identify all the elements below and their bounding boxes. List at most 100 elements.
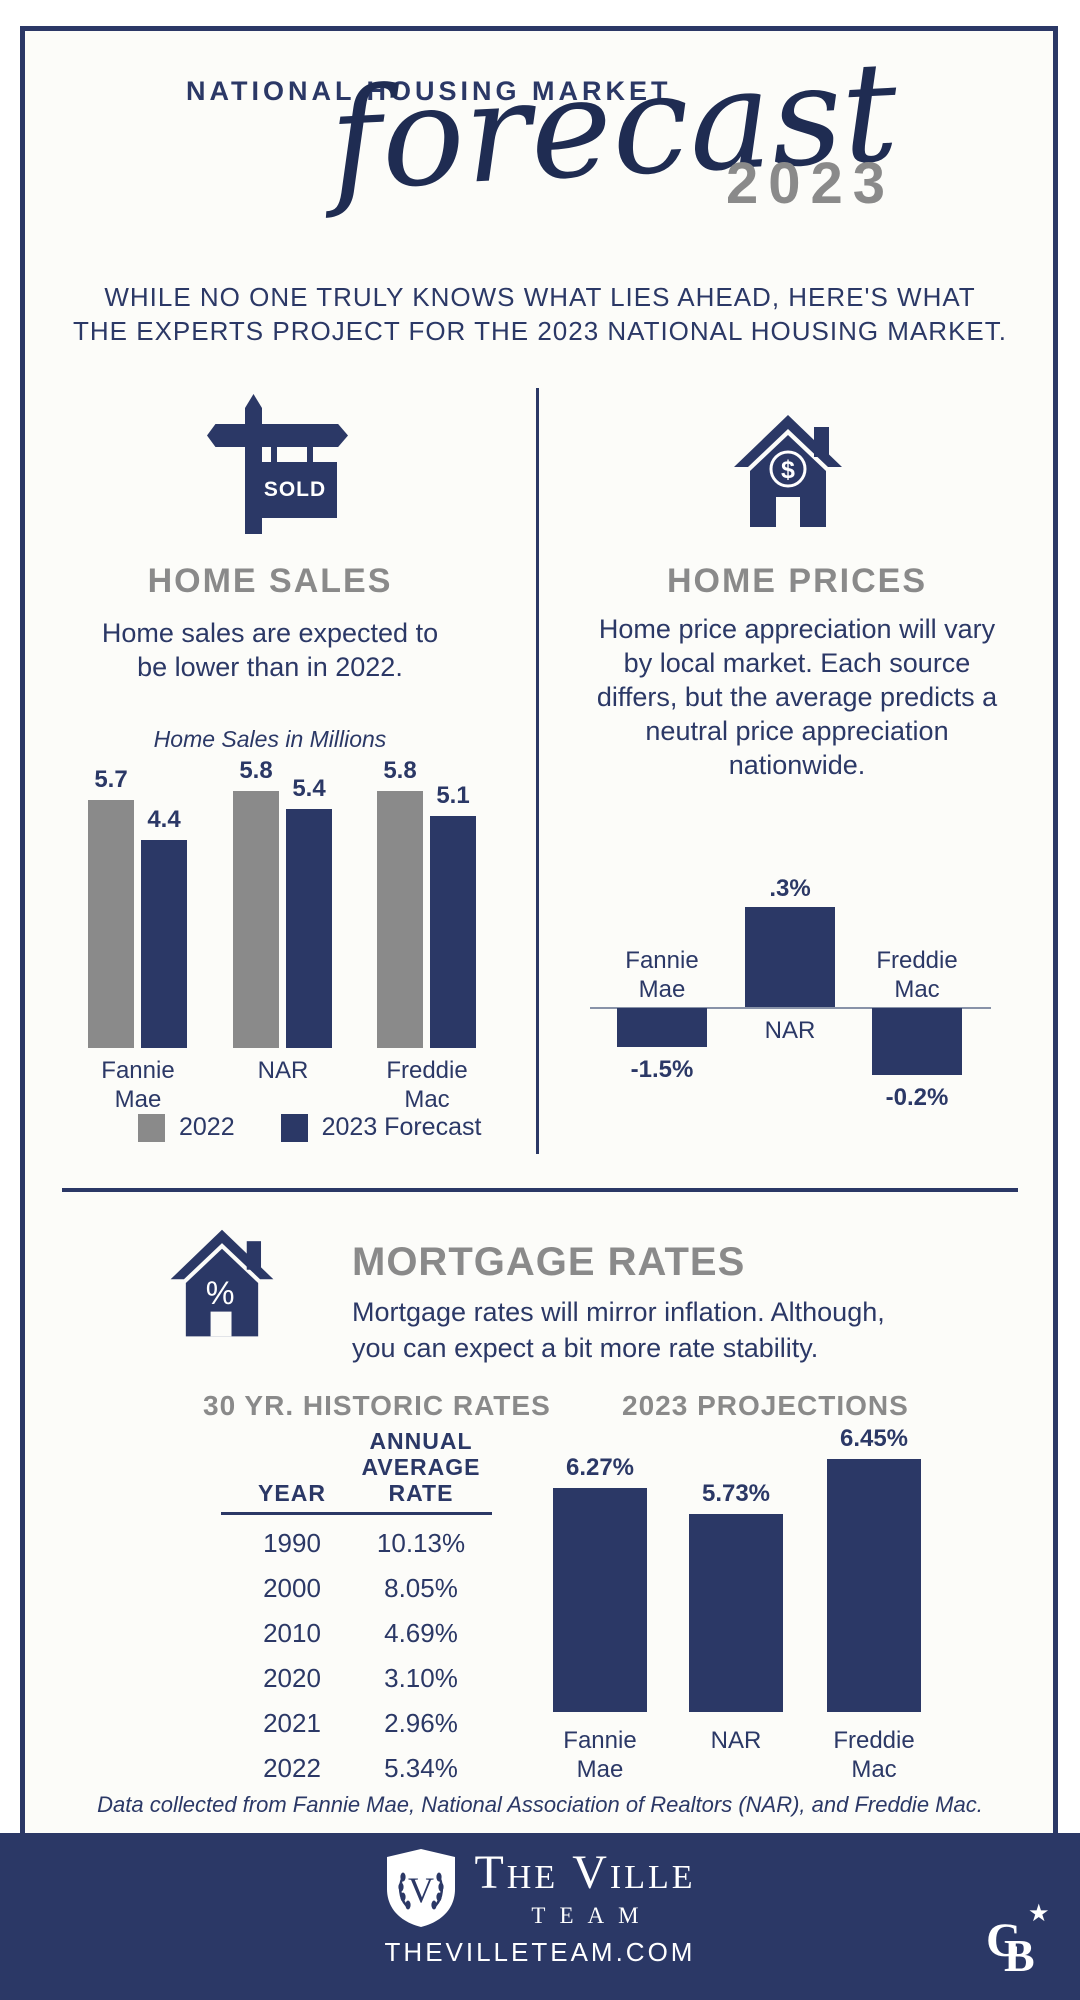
category-label: Fannie Mae [563, 1727, 637, 1783]
table-cell-rate: 3.10% [384, 1663, 458, 1693]
sales-legend: 2022 2023 Forecast [138, 1113, 481, 1142]
ville-team-logo: V The Ville TEAM [0, 1847, 1080, 1929]
subtitle-line-2: THE EXPERTS PROJECT FOR THE 2023 NATIONA… [73, 316, 1007, 346]
table-cell-year: 2021 [263, 1708, 321, 1738]
table-row: 2000 8.05% [160, 1565, 520, 1610]
bar-value-label: 5.8 [383, 757, 417, 784]
subtitle-line-1: WHILE NO ONE TRULY KNOWS WHAT LIES AHEAD… [104, 282, 976, 312]
brand-text: The Ville TEAM [474, 1847, 695, 1929]
bar-2023-forecast-freddie-mac [430, 816, 476, 1048]
forecast-year: 2023 [726, 151, 896, 216]
legend-label-2023-forecast: 2023 Forecast [321, 1113, 482, 1141]
bar-value-label: 4.4 [147, 806, 181, 833]
bar-freddie-mac [872, 1008, 962, 1075]
cb-letter-c: C [986, 1914, 1021, 1967]
shield-shape [387, 1849, 456, 1927]
bar-2023-forecast-fannie-mae [141, 840, 187, 1048]
category-label: Freddie Mac [833, 1727, 915, 1783]
laurel-leaves [398, 1872, 445, 1910]
bar-value-label: 5.7 [94, 766, 128, 793]
bar-nar [745, 907, 835, 1007]
bar-2022-nar [233, 791, 279, 1048]
bar-value-label: 6.27% [565, 1454, 635, 1481]
section-divider [62, 1188, 1018, 1192]
table-row: 2021 2.96% [160, 1700, 520, 1745]
sold-sign-hanger [307, 447, 313, 463]
category-label: NAR [257, 1057, 309, 1084]
house-door [210, 1311, 232, 1337]
bar-value-label: 5.1 [436, 782, 470, 809]
laurel-shield-icon: V [387, 1849, 456, 1927]
bar-value-label: 6.45% [839, 1425, 909, 1452]
prices-axis-line [590, 1007, 991, 1009]
brand-team: TEAM [531, 1903, 653, 1928]
table-cell-rate: 4.69% [384, 1618, 458, 1648]
dollar-symbol: $ [781, 456, 795, 484]
table-row: 1990 10.13% [160, 1520, 520, 1565]
projections-heading: 2023 PROJECTIONS [622, 1390, 909, 1421]
header-kicker: NATIONAL HOUSING MARKET [186, 76, 672, 106]
footer-band: V The Ville TEAM THEVILLETEAM.COM C B ★ [0, 1833, 1080, 2000]
sold-sign-hanger [271, 447, 277, 463]
category-label: Freddie Mac [386, 1057, 468, 1113]
cb-star-icon: ★ [1028, 1900, 1050, 1927]
house-dollar-icon: $ [734, 415, 842, 527]
coldwell-banker-logo: C B ★ [986, 1900, 1056, 1981]
home-prices-description: Home price appreciation will vary by loc… [596, 614, 998, 780]
home-prices-bar-chart: -1.5% Fannie Mae .3% NAR -0.2% Freddie Mac [540, 870, 1080, 1130]
table-cell-year: 2022 [263, 1753, 321, 1783]
table-cell-year: 2010 [263, 1618, 321, 1648]
mortgage-rates-title: MORTGAGE RATES [352, 1240, 746, 1284]
house-percent-icon: % [170, 1229, 274, 1337]
table-cell-year: 2000 [263, 1573, 321, 1603]
table-header-year: YEAR [258, 1480, 326, 1506]
category-label: Freddie Mac [876, 947, 958, 1003]
bar-2022-fannie-mae [88, 800, 134, 1048]
bar-fannie-mae [553, 1488, 647, 1712]
historic-rates-heading: 30 YR. HISTORIC RATES [203, 1390, 551, 1421]
category-label: Fannie Mae [625, 947, 699, 1003]
bar-2022-freddie-mac [377, 791, 423, 1048]
sold-sign-board: SOLD [253, 462, 337, 518]
bar-value-label: -1.5% [630, 1056, 694, 1083]
bar-value-label: 5.73% [701, 1480, 771, 1507]
cb-letter-b: B [1004, 1930, 1035, 1981]
dollar-circle [769, 450, 807, 488]
table-row: 2020 3.10% [160, 1655, 520, 1700]
category-label: NAR [764, 1017, 816, 1044]
legend-swatch-2023-forecast [280, 1113, 308, 1142]
table-cell-rate: 2.96% [384, 1708, 458, 1738]
table-cell-year: 2020 [263, 1663, 321, 1693]
bar-nar [689, 1514, 783, 1712]
bar-fannie-mae [617, 1008, 707, 1047]
table-header-rate: ANNUAL AVERAGE RATE [361, 1428, 481, 1506]
data-source-footnote: Data collected from Fannie Mae, National… [97, 1792, 983, 1817]
bar-value-label: -0.2% [885, 1084, 949, 1111]
legend-swatch-2022 [138, 1113, 165, 1142]
table-cell-rate: 8.05% [384, 1573, 458, 1603]
mortgage-description-line-2: you can expect a bit more rate stability… [352, 1333, 819, 1363]
website-url: THEVILLETEAM.COM [384, 1937, 696, 1967]
brand-name: The Ville [474, 1846, 696, 1899]
home-sales-description: Home sales are expected to be lower than… [101, 618, 439, 682]
legend-label-2022: 2022 [179, 1113, 235, 1141]
percent-symbol: % [206, 1275, 235, 1311]
house-body [185, 1248, 259, 1337]
table-row: 2010 4.69% [160, 1610, 520, 1655]
home-sales-bar-chart: 5.7 4.4 5.8 5.4 5.8 5.1 [0, 757, 540, 1048]
shield-letter: V [408, 1870, 434, 1910]
table-row: 2022 5.34% [160, 1745, 520, 1790]
table-cell-rate: 10.13% [376, 1528, 466, 1558]
category-label: Fannie Mae [101, 1057, 175, 1113]
mortgage-description-line-1: Mortgage rates will mirror inflation. Al… [352, 1297, 885, 1327]
bar-value-label: 5.8 [239, 757, 273, 784]
sold-sign-crossbar [207, 424, 348, 447]
table-rows: 1990 10.13% 2000 8.05% 2010 4.69% 2020 3.10% 202… [160, 1520, 520, 1790]
sales-chart-title: Home Sales in Millions [153, 726, 387, 752]
bar-value-label: .3% [769, 875, 811, 902]
home-prices-title: HOME PRICES [666, 562, 928, 600]
house-chimney [246, 1241, 262, 1270]
table-header-rule [221, 1512, 492, 1515]
table-cell-rate: 5.34% [384, 1753, 458, 1783]
